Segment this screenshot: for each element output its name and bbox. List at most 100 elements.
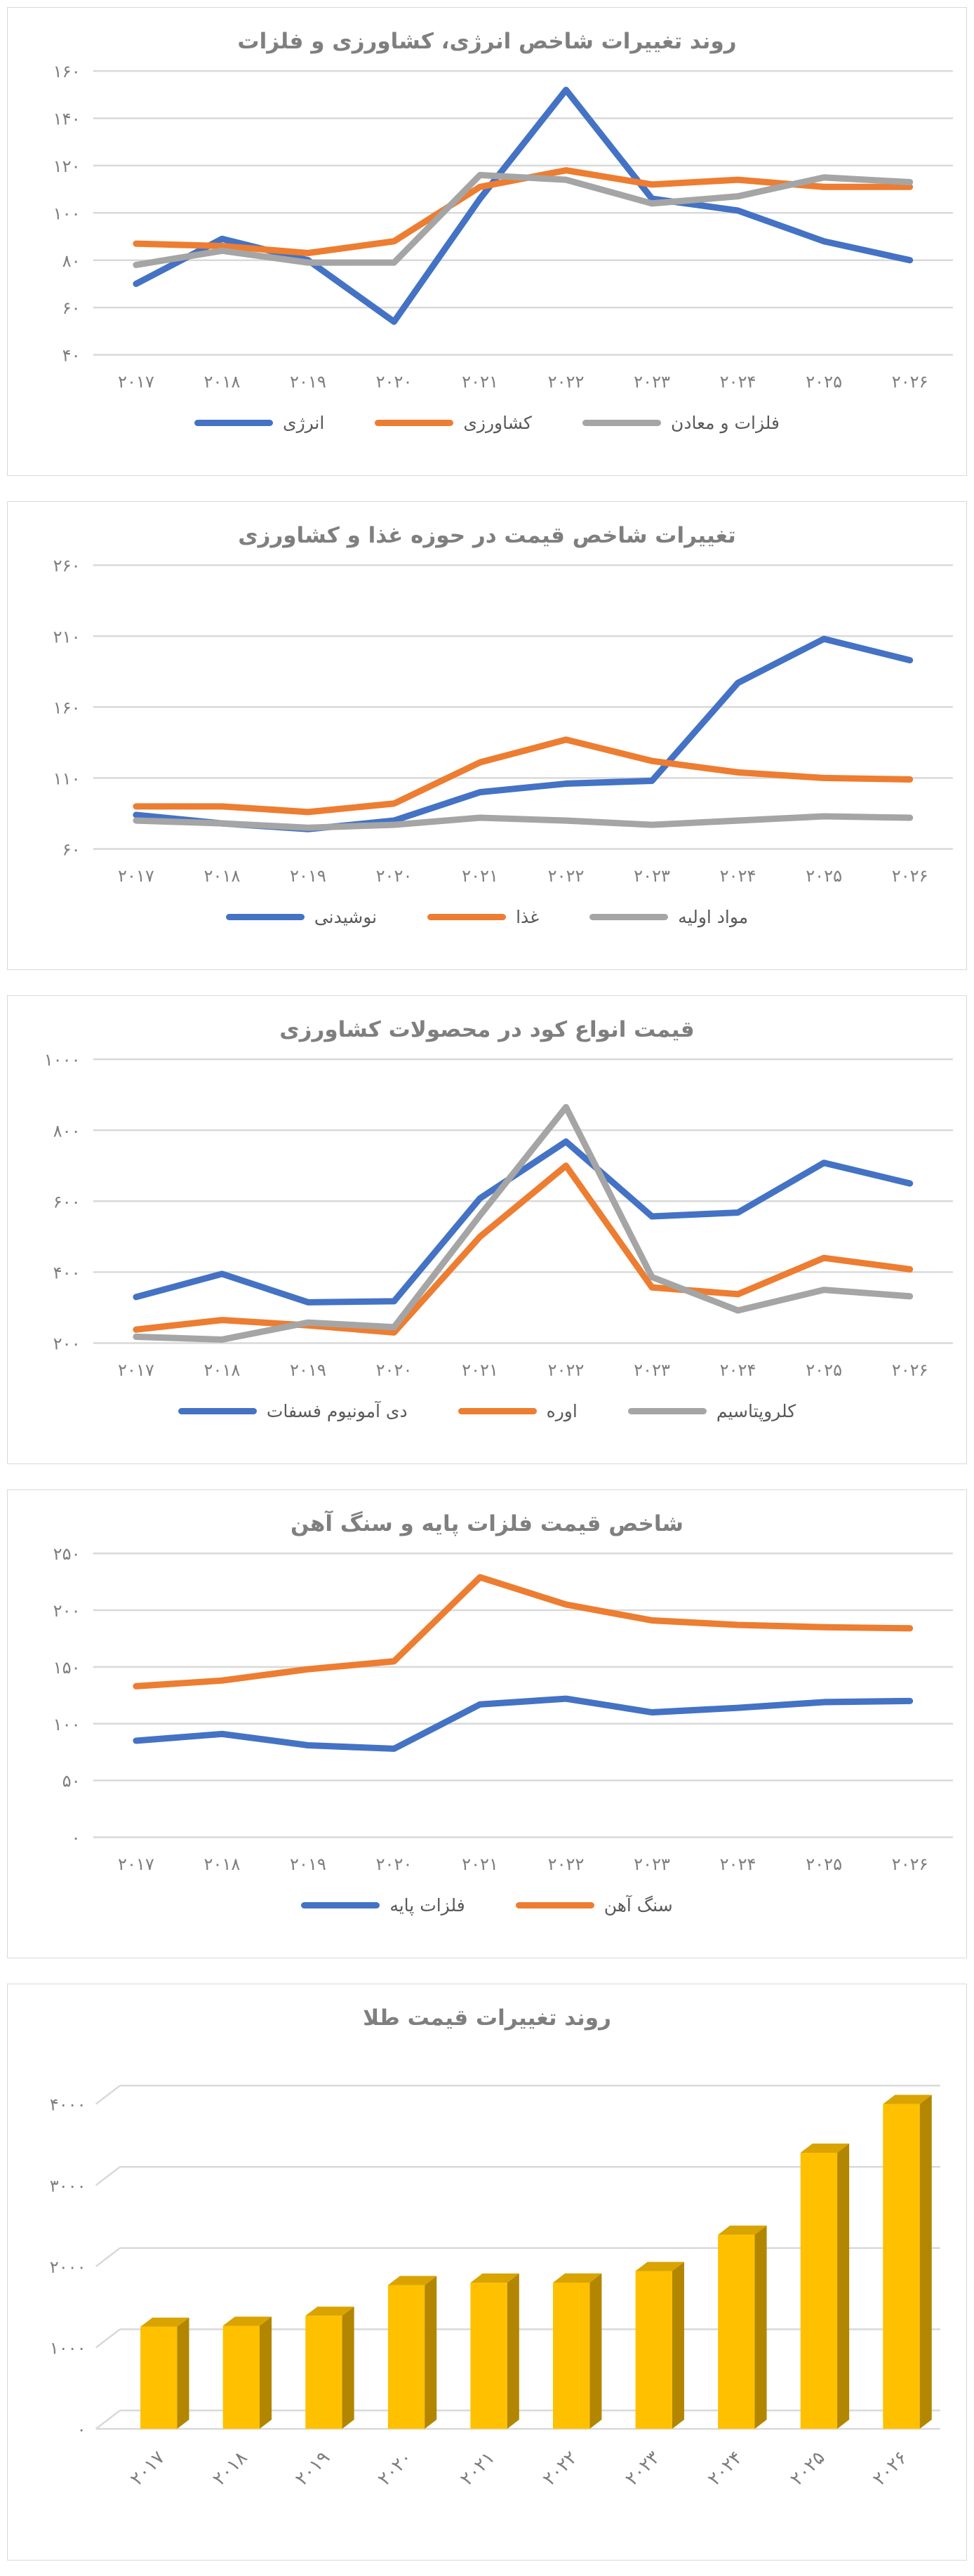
line-chart-food-agri-price: ۶۰ ۱۱۰ ۱۶۰ ۲۱۰ ۲۶۰ ۲۰۱۷ ۲۰۱۸ ۲۰۱۹ ۲۰۲۰ ۲۰۲۱ ۲۰۲۲ ۲۰… — [53, 556, 953, 886]
legend-swatch-raw-materials — [589, 913, 669, 920]
legend-label-iron-ore: سنگ آهن — [603, 1894, 673, 1916]
y-axis-tick-label: ۴۰۰۰ — [50, 2095, 86, 2115]
y-axis-tick-label: ۲۰۰ — [53, 1334, 81, 1354]
x-axis-tick-label: ۲۰۲۴ — [720, 866, 756, 886]
series-line-energy — [133, 86, 914, 325]
gridline-depth-stub — [95, 2328, 121, 2349]
legend-swatch-metals-mining — [582, 419, 661, 426]
legend-swatch-iron-ore — [515, 1901, 594, 1908]
x-axis-tick-label: ۲۰۲۶ — [869, 2448, 912, 2490]
legend-item-iron-ore: سنگ آهن — [515, 1894, 673, 1916]
x-axis-tick-label: ۲۰۲۳ — [634, 866, 670, 886]
chart-card-food-agri-price: تغییرات شاخص قیمت در حوزه غذا و کشاورزی … — [7, 501, 967, 970]
y-axis-tick-label: ۲۱۰ — [53, 627, 81, 646]
series-line-iron-ore — [133, 1574, 914, 1689]
y-axis-tick-label: ۲۶۰ — [53, 556, 81, 576]
chart-card-base-metals-iron-ore: شاخص قیمت فلزات پایه و سنگ آهن ۰ ۵۰ ۱۰۰ ۱۵۰… — [7, 1489, 967, 1958]
bar-top-face — [883, 2094, 932, 2104]
bar-side-face — [589, 2273, 602, 2429]
series-line-metals-mining — [133, 171, 914, 268]
gridline-depth-stub — [95, 2085, 121, 2105]
y-axis-tick-label: ۱۱۰ — [53, 769, 81, 788]
bar-front-face — [305, 2316, 342, 2429]
x-axis-tick-label: ۲۰۲۱ — [462, 866, 498, 886]
x-axis-tick-label: ۲۰۲۲ — [548, 372, 585, 392]
legend-item-metals-mining: فلزات و معادن — [582, 413, 780, 433]
y-axis-tick-label: ۸۰۰ — [53, 1121, 81, 1141]
x-axis-tick-label: ۲۰۲۳ — [634, 1854, 670, 1874]
x-axis-tick-label: ۲۰۲۲ — [539, 2448, 582, 2490]
x-axis-tick-label: ۲۰۱۷ — [118, 1854, 154, 1874]
gold-bar-2017 — [140, 2317, 189, 2429]
chart-card-energy-agri-metals: روند تغییرات شاخص انرژی، کشاورزی و فلزات… — [7, 7, 967, 476]
bar-top-face — [470, 2273, 519, 2283]
x-axis-tick-label: ۲۰۲۶ — [892, 866, 928, 886]
bar-front-face — [635, 2271, 672, 2429]
legend-swatch-base-metals — [301, 1901, 380, 1908]
legend-item-urea: اوره — [458, 1401, 578, 1421]
bar-front-face — [800, 2152, 838, 2429]
bar-front-face — [883, 2104, 920, 2429]
gold-bar-2022 — [553, 2273, 602, 2429]
y-axis-tick-label: ۸۰ — [62, 251, 81, 271]
x-axis-tick-label: ۲۰۲۲ — [548, 866, 585, 886]
bar-front-face — [718, 2234, 755, 2429]
chart-title: شاخص قیمت فلزات پایه و سنگ آهن — [291, 1511, 683, 1536]
x-axis-tick-label: ۲۰۲۴ — [720, 1854, 756, 1874]
bar-top-face — [635, 2262, 684, 2271]
y-axis-tick-label: ۴۰ — [62, 346, 81, 366]
legend-swatch-energy — [194, 419, 273, 426]
x-axis-tick-label: ۲۰۲۴ — [704, 2448, 747, 2490]
gold-bar-2023 — [635, 2262, 684, 2429]
bar-top-face — [222, 2316, 272, 2326]
legend-item-potassium-chloride: کلروپتاسیم — [627, 1400, 796, 1421]
legend-label-raw-materials: مواد اولیه — [678, 906, 749, 927]
bar-top-face — [800, 2143, 850, 2153]
bar-side-face — [507, 2273, 519, 2429]
x-axis-tick-label: ۲۰۲۴ — [720, 1360, 756, 1380]
y-axis-tick-label: ۶۰ — [62, 298, 81, 318]
legend-label-potassium-chloride: کلروپتاسیم — [716, 1400, 796, 1421]
x-axis-tick-label: ۲۰۱۹ — [291, 2448, 334, 2490]
x-axis-tick-label: ۲۰۲۵ — [787, 2448, 829, 2490]
bar-side-face — [259, 2316, 272, 2429]
gridline-depth-stub — [95, 2166, 121, 2186]
y-axis-tick-label: ۱۰۰۰ — [50, 2339, 86, 2358]
series-line-dap — [133, 1138, 914, 1306]
x-axis-tick-label: ۲۰۱۷ — [118, 372, 154, 392]
gold-bar-2018 — [222, 2316, 272, 2429]
bar-top-face — [387, 2276, 437, 2285]
bar-side-face — [342, 2306, 354, 2429]
x-axis-tick-label: ۲۰۱۸ — [204, 1854, 241, 1874]
x-axis-tick-label: ۲۰۱۸ — [204, 866, 241, 886]
legend-swatch-agriculture — [375, 419, 454, 426]
legend-label-dap: دی آمونیوم فسفات — [266, 1400, 408, 1421]
y-axis-tick-label: ۴۰۰ — [53, 1263, 81, 1282]
y-axis-tick-label: ۲۵۰ — [53, 1544, 81, 1564]
x-axis-tick-label: ۲۰۱۸ — [209, 2448, 252, 2490]
y-axis-tick-label: ۶۰ — [62, 840, 81, 860]
x-axis-tick-label: ۲۰۱۹ — [290, 1854, 326, 1874]
x-axis-tick-label: ۲۰۲۰ — [376, 866, 413, 886]
bar-front-face — [140, 2326, 178, 2429]
line-chart-fertilizer-prices: ۲۰۰ ۴۰۰ ۶۰۰ ۸۰۰ ۱۰۰۰ ۲۰۱۷ ۲۰۱۸ ۲۰۱۹ ۲۰۲۰ ۲۰۲۱ ۲۰۲۲… — [44, 1050, 953, 1380]
x-axis-tick-label: ۲۰۲۳ — [634, 372, 670, 392]
x-axis-tick-label: ۲۰۱۷ — [126, 2448, 169, 2490]
gold-bar-2021 — [470, 2273, 519, 2429]
x-axis-tick-label: ۲۰۲۰ — [376, 1360, 413, 1380]
bar-side-face — [837, 2143, 850, 2429]
x-axis-tick-label: ۲۰۱۷ — [118, 1360, 154, 1380]
legend-label-base-metals: فلزات پایه — [389, 1894, 465, 1916]
bar-front-face — [553, 2282, 590, 2429]
y-axis-tick-label: ۱۵۰ — [53, 1658, 81, 1678]
x-axis-tick-label: ۲۰۲۶ — [892, 1360, 928, 1380]
x-axis-tick-label: ۲۰۲۱ — [456, 2448, 499, 2490]
x-axis-tick-label: ۲۰۱۹ — [290, 1360, 326, 1380]
legend-swatch-dap — [178, 1407, 257, 1414]
bar-side-face — [425, 2276, 437, 2429]
legend-item-base-metals: فلزات پایه — [301, 1895, 465, 1916]
bar-top-face — [305, 2306, 354, 2316]
y-axis-tick-label: ۵۰ — [62, 1772, 81, 1791]
chart-title: روند تغییرات شاخص انرژی، کشاورزی و فلزات — [237, 29, 737, 54]
x-axis-tick-label: ۲۰۲۳ — [634, 1360, 670, 1380]
